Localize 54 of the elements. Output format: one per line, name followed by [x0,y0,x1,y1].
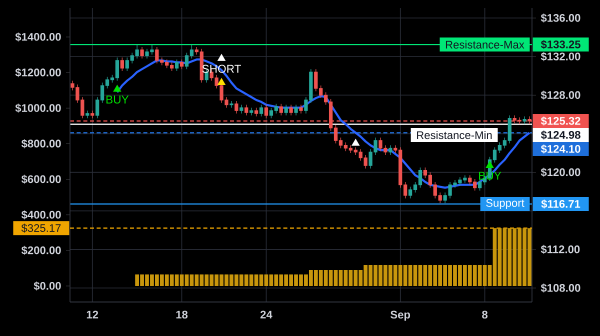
y-tick-label: $0.00 [34,281,61,291]
x-tick-label: 8 [482,310,488,319]
data-label: BUY [106,96,129,104]
candlestick [299,104,303,114]
point [218,54,226,61]
candlestick [180,59,184,70]
x-tick-label: 12 [86,310,98,318]
ref-line-label: $125.32 [540,116,580,126]
point [352,138,360,146]
y-tick-label: $1000.00 [15,104,61,113]
candlestick [230,100,234,108]
y2-tick-label: $112.00 [540,244,580,254]
text: $124.98 [540,130,580,140]
candlestick [522,116,526,124]
x-tick-label: 24 [260,310,272,318]
candlestick [240,104,244,114]
y-tick-label: $600.00 [21,174,61,184]
x-tick-label: Sep [390,310,410,321]
y2-tick-label: $136.00 [540,14,580,23]
candlestick [289,104,293,116]
y2-tick-label: $128.00 [540,90,580,100]
y-tick-label: $200.00 [21,246,61,255]
y-tick-label: $800.00 [21,139,61,148]
y-tick-label: $1200.00 [15,68,61,78]
text: $116.71 [541,200,580,209]
ref-line-label: Resistance-Max [446,40,524,49]
candlestick [284,104,288,116]
candlestick [174,59,179,72]
ref-line-label: Resistance-Min [417,130,492,140]
y2-tick-label: $120.00 [540,168,580,177]
candlestick [120,57,124,72]
candlestick [279,104,283,116]
candlestick [234,100,238,114]
candlestick [249,107,254,116]
x-tick-label: 18 [176,310,188,319]
point [486,161,494,168]
y2-tick-label: $108.00 [540,283,580,293]
candlestick [259,104,264,117]
y2-tick-label: $132.00 [540,52,580,62]
y-tick-label: $1400.00 [15,32,61,42]
candlestick [90,110,94,119]
candlestick [294,104,298,116]
ref-line-label: $124.10 [540,144,580,154]
candlestick [140,46,144,59]
ref-line-label: Support [486,199,524,210]
point [218,78,226,86]
candlestick [86,110,90,119]
y-tick-label: $400.00 [21,210,61,220]
candlestick [254,107,258,117]
text: $133.25 [540,40,580,50]
candlestick [388,144,392,156]
ref-line-label: $325.17 [21,224,61,233]
point [113,84,122,92]
candlestick [244,104,248,116]
